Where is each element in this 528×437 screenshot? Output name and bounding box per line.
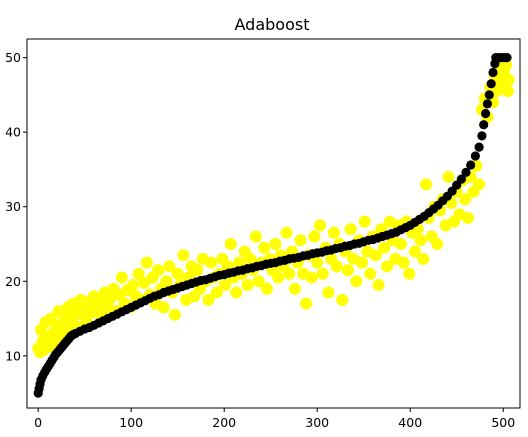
data-point [484,90,494,100]
data-point [394,238,407,250]
data-point [350,275,363,288]
y-tick-label: 30 [5,199,21,214]
data-point [157,301,170,314]
data-point [132,267,145,280]
data-point [322,286,335,299]
data-point [288,282,301,295]
chart-title: Adaboost [235,15,310,34]
axes-layer: 0 100 200 300 400 500 10 20 30 40 50 [5,50,515,430]
plot-background [27,39,520,408]
y-tick-label: 40 [5,125,21,140]
data-point [358,215,371,228]
data-point [378,241,391,254]
data-point [355,256,368,269]
data-point [381,260,393,273]
data-point [502,53,512,63]
x-tick-label: 300 [305,415,329,430]
data-point [249,230,262,243]
data-point [230,286,243,299]
data-point [479,120,489,130]
x-tick-label: 400 [398,415,422,430]
data-point [202,293,215,306]
data-point [477,131,487,141]
data-point [300,297,313,310]
data-point [210,286,223,299]
data-point [459,193,472,206]
data-point [308,230,321,243]
data-point [486,79,496,89]
data-point [466,160,476,170]
y-tick-label: 20 [5,274,21,289]
data-point [241,279,254,291]
data-point [141,256,153,269]
data-point [461,211,474,224]
data-point [115,271,128,284]
plot-area: 0 100 200 300 400 500 10 20 30 40 50 [5,38,521,430]
data-point [244,252,257,265]
data-point [280,226,293,239]
data-point [442,170,455,183]
data-point [330,260,343,273]
data-point [205,256,218,269]
series-layer [32,53,515,398]
data-point [420,178,433,191]
data-point [408,245,421,258]
x-tick-label: 100 [119,415,143,430]
data-point [482,99,492,109]
data-point [272,271,285,284]
data-point [414,234,427,247]
data-point [160,275,173,288]
data-point [328,226,340,239]
x-tick-label: 200 [212,415,236,430]
data-point [305,271,318,284]
data-point [127,279,139,291]
data-point [219,279,232,291]
data-point [488,67,498,78]
data-point [171,267,184,280]
data-point [311,256,324,269]
data-point [369,249,382,262]
data-point [191,264,204,277]
y-tick-label: 10 [5,348,21,363]
data-point [163,260,176,273]
data-point [283,267,296,280]
plot-frame [26,38,521,409]
data-point [344,223,357,236]
data-point [372,279,385,291]
data-point [502,74,515,86]
data-point [456,174,466,184]
data-point [314,219,326,232]
data-point [461,167,471,177]
data-point [500,59,512,72]
data-point [501,85,514,98]
data-point [177,249,190,262]
data-point [474,142,484,152]
data-point [261,282,273,295]
y-tick-label: 50 [5,50,21,65]
data-point [152,264,165,277]
data-point [364,267,377,280]
data-point [269,238,282,250]
data-point [481,108,491,119]
data-point [470,151,480,161]
data-point [473,178,486,191]
data-point [336,293,349,306]
data-point [252,275,265,288]
data-point [431,238,444,250]
data-point [168,308,181,321]
data-point [403,267,416,280]
data-point [417,252,430,265]
series-1 [33,53,512,398]
data-point [258,241,271,254]
x-tick-label: 0 [34,415,42,430]
data-point [294,234,307,247]
data-point [397,256,410,269]
data-point [341,264,354,277]
x-tick-label: 500 [491,415,515,430]
data-point [224,238,237,250]
data-point [316,267,329,280]
